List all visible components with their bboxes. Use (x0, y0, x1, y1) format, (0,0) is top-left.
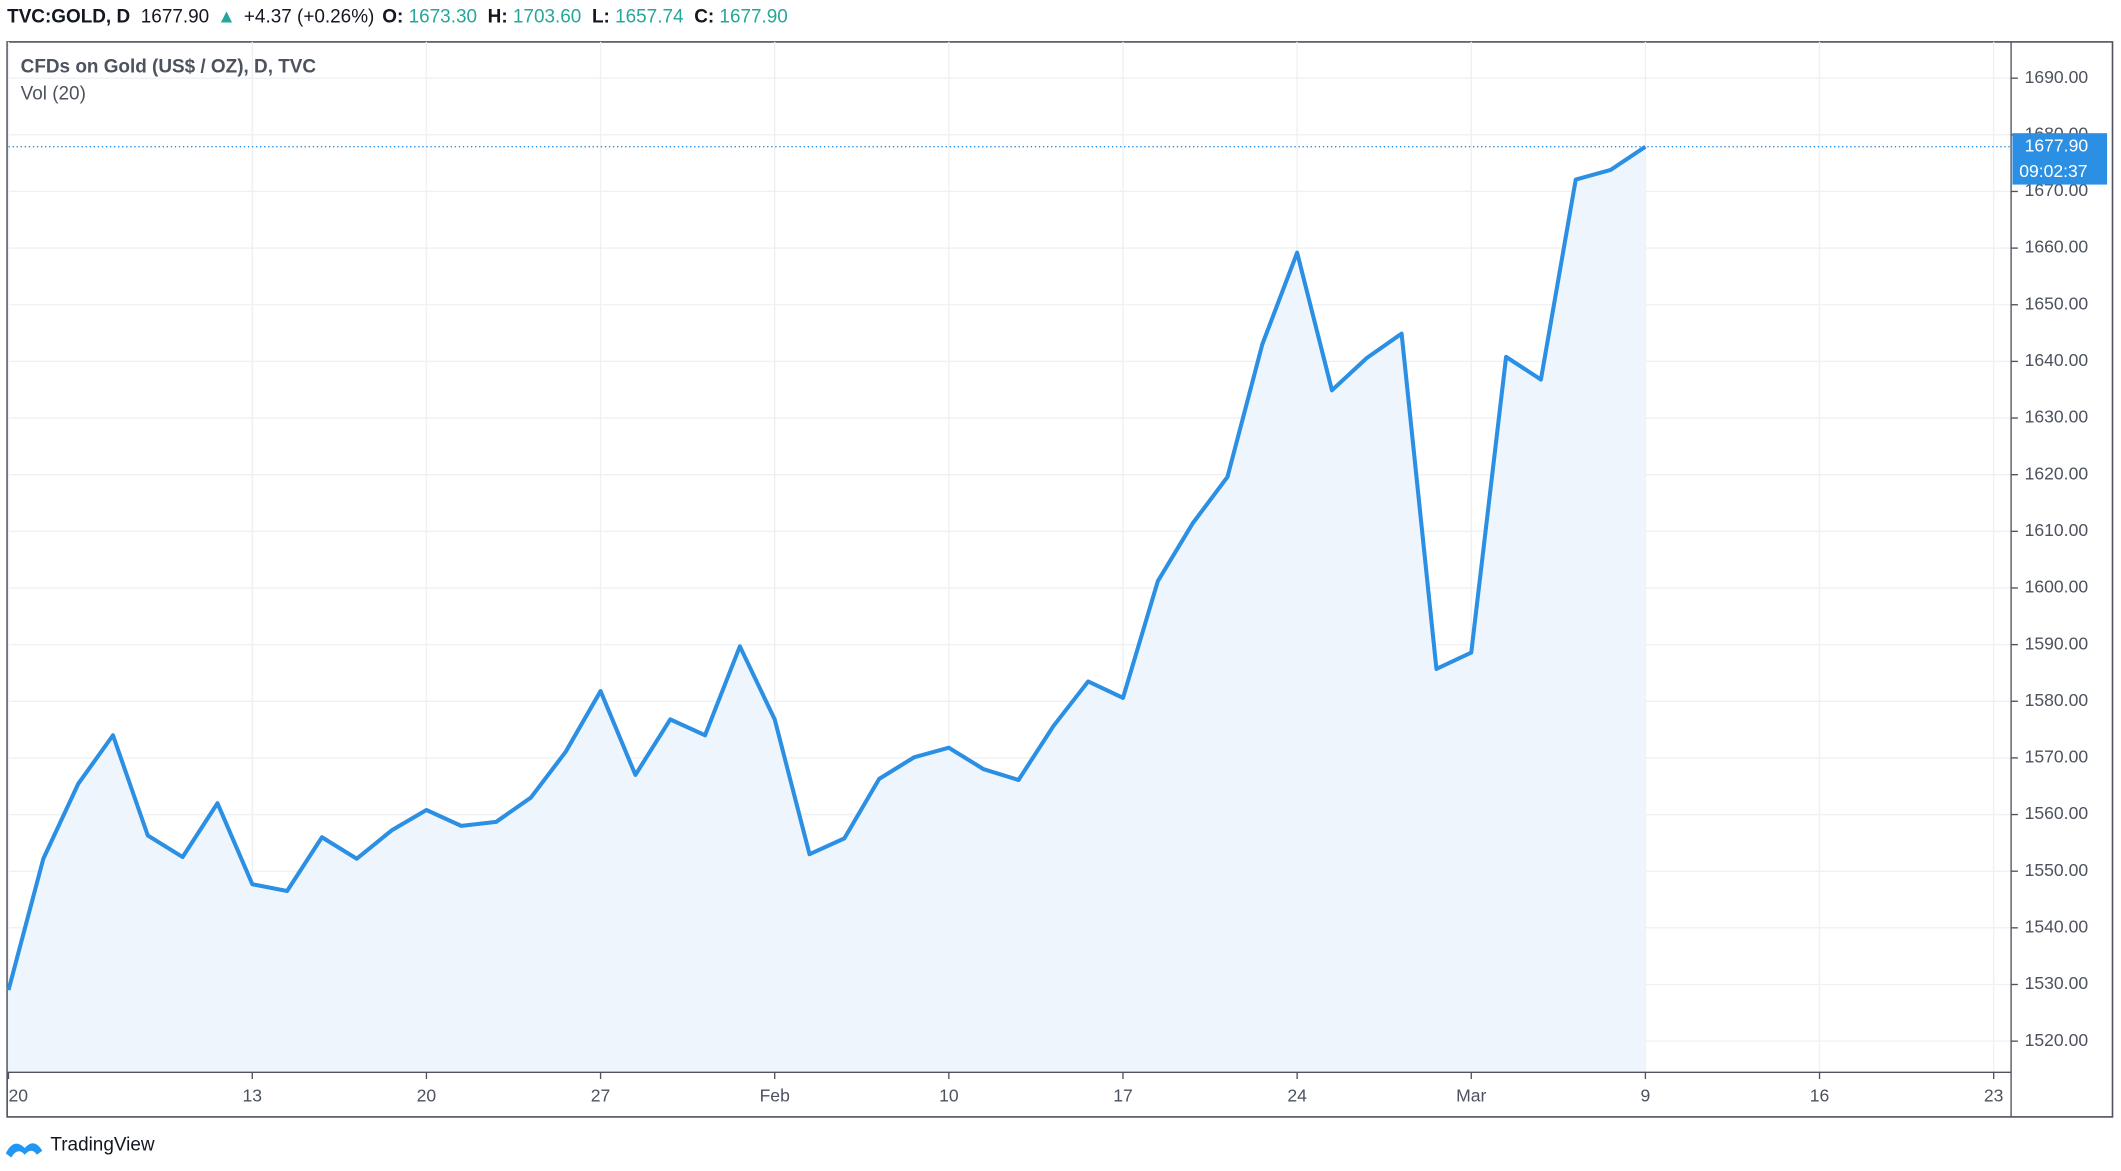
y-tick-label: 1650.00 (2025, 293, 2089, 313)
y-tick-label: 1550.00 (2025, 860, 2089, 880)
y-tick-label: 1620.00 (2025, 463, 2089, 483)
grid (7, 41, 2012, 1073)
x-tick-label: 27 (591, 1085, 611, 1105)
open: 1673.30 (409, 7, 477, 28)
y-tick-label: 1670.00 (2025, 180, 2089, 200)
y-tick-label: 1610.00 (2025, 520, 2089, 540)
low-label: L: (592, 7, 610, 28)
close: 1677.90 (719, 7, 787, 28)
low: 1657.74 (615, 7, 683, 28)
arrow: ▲ (217, 7, 236, 28)
brand: TradingView (5, 1134, 155, 1158)
legend-subtitle: Vol (20) (21, 84, 86, 105)
price-line (6, 145, 1647, 991)
y-tick-label: 1640.00 (2025, 350, 2089, 370)
y-tick-label: 1540.00 (2025, 916, 2089, 936)
x-tick-label: 20 (8, 1085, 28, 1105)
x-tick-label: Mar (1456, 1085, 1486, 1105)
close-label: C: (694, 7, 714, 28)
axes: 1520.00 1530.00 1540.00 1550.00 1560.00 1570.… (7, 67, 2108, 1105)
y-tick-label: 1560.00 (2025, 803, 2089, 823)
y-tick-label: 1660.00 (2025, 237, 2089, 257)
x-tick-label: 13 (243, 1085, 263, 1105)
countdown: 09:02:37 (2019, 161, 2087, 181)
price-label-box (2012, 133, 2108, 185)
y-tick-label: 1520.00 (2025, 1030, 2089, 1050)
y-tick-label: 1590.00 (2025, 633, 2089, 653)
chart-frame (6, 41, 2114, 1118)
price-label: 1677.90 (2025, 135, 2089, 155)
last: 1677.90 (141, 7, 209, 28)
open-label: O: (382, 7, 403, 28)
y-tick-label: 1600.00 (2025, 577, 2089, 597)
legend-title: CFDs on Gold (US$ / OZ), D, TVC (21, 57, 317, 78)
y-tick-label: 1570.00 (2025, 747, 2089, 767)
area (8, 146, 1646, 1073)
high-label: H: (488, 7, 508, 28)
y-tick-label: 1580.00 (2025, 690, 2089, 710)
x-tick-label: 9 (1641, 1085, 1651, 1105)
brand-logo (5, 1143, 43, 1158)
x-tick-label: Feb (760, 1085, 790, 1105)
y-tick-label: 1630.00 (2025, 407, 2089, 427)
y-tick-label: 1690.00 (2025, 67, 2089, 87)
brand-name: TradingView (50, 1134, 154, 1155)
plot (6, 145, 2012, 1073)
y-tick-label: 1530.00 (2025, 973, 2089, 993)
change: +4.37 (+0.26%) (244, 7, 374, 28)
header: TVC:GOLD, D 1677.90 ▲ +4.37 (+0.26%) O: … (7, 7, 788, 28)
x-tick-label: 20 (417, 1085, 437, 1105)
x-tick-label: 17 (1113, 1085, 1133, 1105)
x-tick-label: 23 (1984, 1085, 2004, 1105)
symbol: TVC:GOLD, D (7, 7, 130, 28)
x-tick-label: 10 (939, 1085, 959, 1105)
high: 1703.60 (513, 7, 581, 28)
x-tick-label: 24 (1287, 1085, 1307, 1105)
x-tick-label: 16 (1810, 1085, 1830, 1105)
